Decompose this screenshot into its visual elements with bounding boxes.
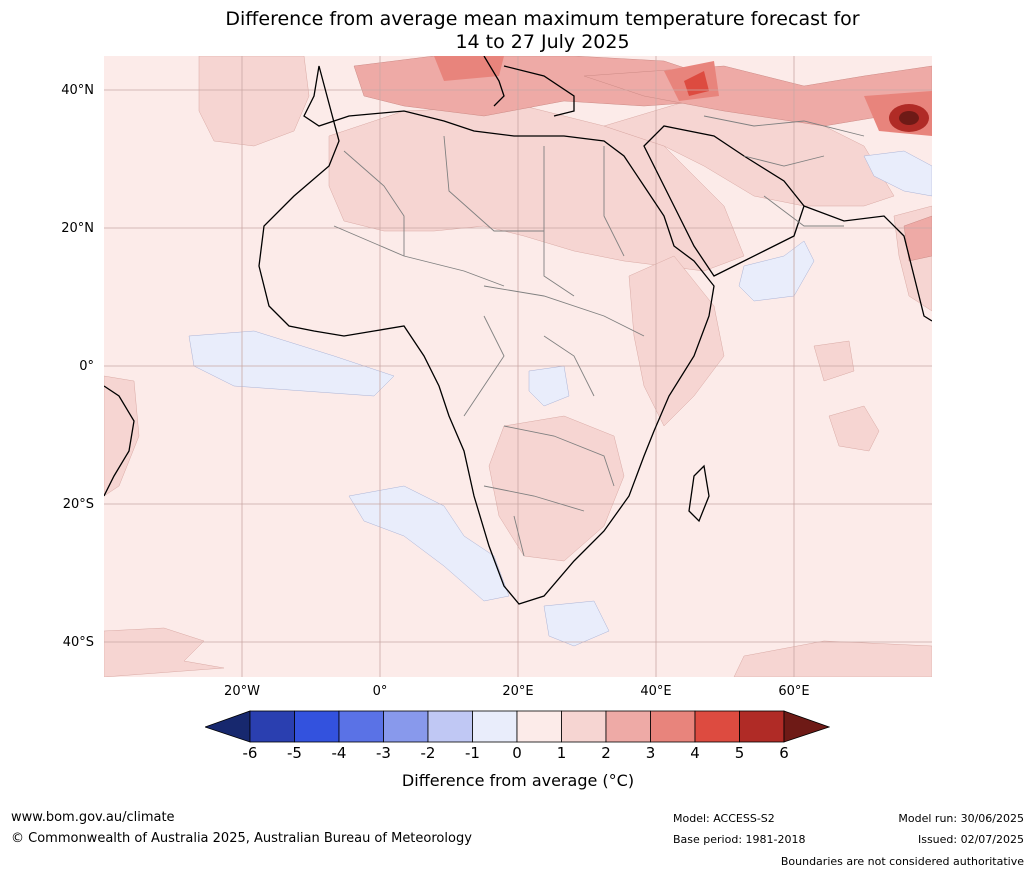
anomaly-region-southern-ocean-east: [733, 640, 932, 677]
colorbar-tick: 1: [556, 744, 567, 762]
colorbar-tick: 5: [734, 744, 745, 762]
anomaly-region-italy: [434, 56, 504, 81]
lon-label-0: 0°: [372, 684, 388, 699]
colorbar-tick: 4: [690, 744, 700, 762]
colorbar-tick: -3: [376, 744, 391, 762]
anomaly-region-north-atlantic: [198, 56, 310, 147]
forecast-map: [104, 56, 932, 677]
colorbar-bin-7: [516, 710, 562, 743]
issued-date: Issued: 02/07/2025: [917, 833, 1024, 846]
lat-label-20n: 20°N: [61, 221, 94, 236]
lon-label-20w: 20°W: [224, 684, 260, 699]
colorbar-bin-5: [427, 710, 473, 743]
anomaly-region-horn-of-africa: [628, 255, 725, 427]
colorbar-bin-9: [605, 710, 651, 743]
anomaly-region-southern-cool: [543, 600, 610, 647]
colorbar-tick: 3: [645, 744, 656, 762]
colorbar-tick: -5: [287, 744, 302, 762]
anomaly-core-himalaya: [899, 111, 919, 125]
anomaly-region-south-atlantic-cool: [348, 485, 510, 602]
colorbar-bin-8: [561, 710, 607, 743]
model-run-date: Model run: 30/06/2025: [898, 812, 1024, 825]
lat-label-40n: 40°N: [61, 83, 94, 98]
anomaly-region-indian-ocean: [828, 405, 880, 452]
lat-label-40s: 40°S: [62, 635, 94, 650]
colorbar-tick: -6: [242, 744, 258, 762]
title-line-1: Difference from average mean maximum tem…: [225, 8, 860, 30]
coastlines: [104, 56, 932, 605]
colorbar-bin-4: [383, 710, 429, 743]
country-borders: [333, 115, 865, 557]
boundaries-disclaimer: Boundaries are not considered authoritat…: [780, 855, 1024, 868]
anomaly-region-southern-ocean: [104, 627, 225, 677]
colorbar-cap-high: [783, 710, 830, 743]
anomaly-region-tibet-cool: [863, 150, 932, 197]
colorbar-tick: -4: [331, 744, 347, 762]
title-line-2: 14 to 27 July 2025: [455, 31, 630, 53]
base-period: Base period: 1981-2018: [673, 833, 806, 846]
colorbar-title: Difference from average (°C): [401, 771, 635, 790]
colorbar-tick: 2: [601, 744, 611, 762]
colorbar-bin-1: [249, 710, 295, 743]
map-canvas: [104, 56, 932, 677]
colorbar-tick: -1: [465, 744, 480, 762]
lon-label-40e: 40°E: [640, 684, 672, 699]
gridlines: [104, 56, 932, 677]
lat-label-20s: 20°S: [62, 497, 94, 512]
colorbar-bin-6: [472, 710, 518, 743]
colorbar-tick: 6: [779, 744, 789, 762]
colorbar-bin-2: [294, 710, 340, 743]
map-title: Difference from average mean maximum tem…: [0, 8, 1035, 54]
website-link[interactable]: www.bom.gov.au/climate: [11, 810, 175, 825]
colorbar-tick: -2: [420, 744, 436, 762]
colorbar-bin-10: [650, 710, 696, 743]
colorbar-cap-low: [205, 710, 251, 743]
colorbar-tick: 0: [512, 744, 522, 762]
anomaly-region-south-atlantic: [104, 375, 140, 497]
colorbar-bin-3: [338, 710, 384, 743]
lon-label-60e: 60°E: [778, 684, 810, 699]
anomaly-region-arabian-sea: [813, 340, 855, 382]
anomaly-region-southern-africa: [488, 415, 625, 562]
anomaly-region-congo: [528, 365, 570, 407]
lat-label-equator: 0°: [79, 359, 94, 374]
colorbar: [205, 710, 830, 743]
anomaly-region-arabian-sea-cool: [738, 240, 815, 302]
colorbar-bin-11: [694, 710, 740, 743]
anomaly-region-gulf-of-guinea: [188, 330, 395, 397]
model-name: Model: ACCESS-S2: [673, 812, 775, 825]
lon-label-20e: 20°E: [502, 684, 534, 699]
colorbar-bin-12: [739, 710, 785, 743]
copyright-text: © Commonwealth of Australia 2025, Austra…: [11, 831, 472, 846]
